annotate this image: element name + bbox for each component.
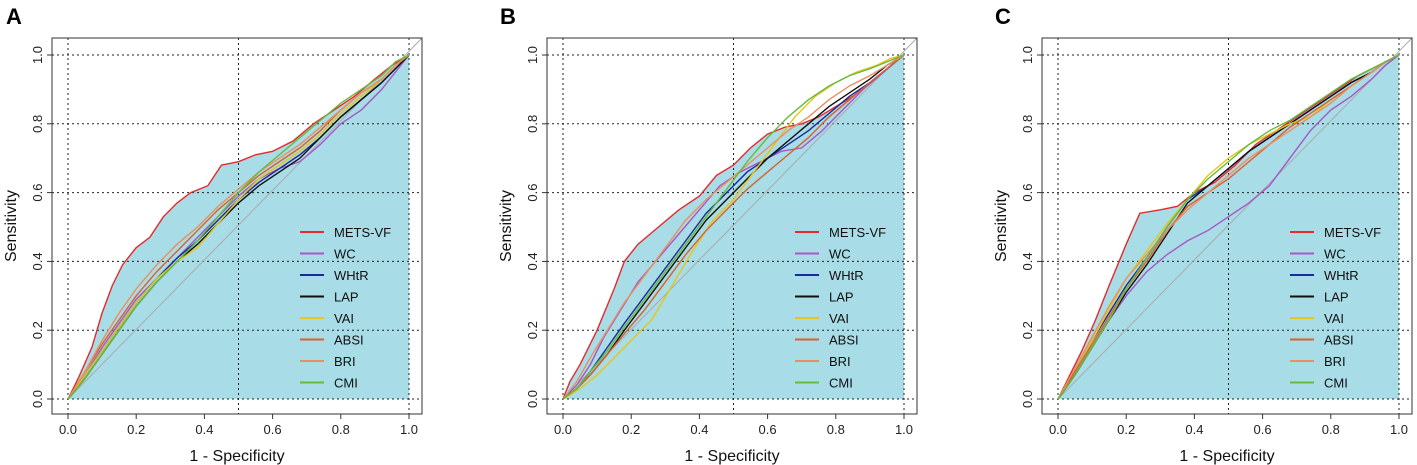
series-line-bri: [67, 54, 410, 400]
plot-frame: [51, 37, 423, 415]
legend-label-bri: BRI: [334, 354, 356, 369]
legend-label-bri: BRI: [829, 354, 851, 369]
x-axis-label: 1 - Specificity: [189, 448, 284, 465]
y-tick-label: 0.6: [1020, 184, 1035, 202]
y-tick-label: 0.2: [525, 321, 540, 339]
panel-label: C: [995, 4, 1011, 29]
roc-fill-area: [563, 55, 904, 399]
x-tick-label: 0.4: [195, 422, 213, 437]
y-tick-label: 0.6: [525, 184, 540, 202]
series-line-vai: [562, 54, 905, 400]
x-tick-label: 0.4: [690, 422, 708, 437]
roc-panel-b: B 0.0 0.2 0.4 0.6 0.8 1.0 0.0 0.2 0.4 0.6 0.8 1.0 1 -…: [498, 4, 918, 465]
y-axis-label: Sensitivity: [498, 190, 515, 262]
legend-label-vai: VAI: [334, 311, 354, 326]
x-tick-label: 0.6: [1254, 422, 1272, 437]
legend-label-whtr: WHtR: [1324, 268, 1359, 283]
plot-frame: [546, 37, 918, 415]
y-tick-label: 0.4: [525, 252, 540, 270]
series-line-wc: [67, 54, 410, 400]
y-tick-label: 0.8: [525, 115, 540, 133]
x-tick-label: 0.0: [554, 422, 572, 437]
y-tick-label: 0.0: [30, 390, 45, 408]
x-tick-label: 0.2: [622, 422, 640, 437]
y-tick-label: 0.8: [30, 115, 45, 133]
x-axis-label: 1 - Specificity: [1179, 448, 1274, 465]
legend-label-vai: VAI: [1324, 311, 1344, 326]
plot-frame: [1041, 37, 1413, 415]
x-tick-label: 0.8: [1322, 422, 1340, 437]
series-line-whtr: [562, 54, 905, 400]
x-tick-label: 0.6: [759, 422, 777, 437]
x-tick-label: 0.4: [1185, 422, 1203, 437]
legend-label-mets-vf: METS-VF: [334, 225, 391, 240]
y-axis-label: Sensitivity: [993, 190, 1010, 262]
x-tick-label: 0.0: [1049, 422, 1067, 437]
y-tick-label: 1.0: [1020, 46, 1035, 64]
y-tick-label: 0.4: [30, 252, 45, 270]
x-tick-label: 0.2: [1117, 422, 1135, 437]
y-tick-label: 0.8: [1020, 115, 1035, 133]
y-tick-label: 0.4: [1020, 252, 1035, 270]
legend-label-vai: VAI: [829, 311, 849, 326]
y-tick-label: 0.0: [1020, 390, 1035, 408]
series-line-cmi: [562, 54, 905, 400]
y-tick-label: 1.0: [30, 46, 45, 64]
legend-label-lap: LAP: [334, 290, 359, 305]
legend-label-wc: WC: [829, 247, 851, 262]
x-tick-label: 1.0: [400, 422, 418, 437]
legend-label-wc: WC: [334, 247, 356, 262]
x-tick-label: 1.0: [895, 422, 913, 437]
diagonal-reference-line: [1057, 37, 1413, 400]
panel-label: A: [6, 4, 22, 29]
series-line-cmi: [1057, 54, 1400, 400]
series-line-absi: [562, 54, 905, 400]
y-tick-label: 0.2: [30, 321, 45, 339]
legend-label-cmi: CMI: [829, 376, 853, 391]
x-tick-label: 1.0: [1390, 422, 1408, 437]
series-line-bri: [1057, 54, 1400, 400]
series-line-bri: [562, 54, 905, 400]
legend-label-mets-vf: METS-VF: [1324, 225, 1381, 240]
diagonal-reference-line: [562, 37, 918, 400]
panel-label: B: [500, 4, 516, 29]
roc-panel-a: A 0.0 0.2 0.4 0.6 0.8 1.0 0.0 0.2 0.4 0.6 0.8 1.0 1 -…: [3, 4, 423, 465]
y-tick-label: 0.0: [525, 390, 540, 408]
y-tick-label: 0.2: [1020, 321, 1035, 339]
x-tick-label: 0.8: [332, 422, 350, 437]
series-line-mets-vf: [67, 54, 410, 400]
legend-label-cmi: CMI: [1324, 376, 1348, 391]
x-axis-label: 1 - Specificity: [684, 448, 779, 465]
x-tick-label: 0.8: [827, 422, 845, 437]
roc-fill-area: [1058, 55, 1399, 399]
y-tick-label: 1.0: [525, 46, 540, 64]
legend-label-wc: WC: [1324, 247, 1346, 262]
legend-label-whtr: WHtR: [829, 268, 864, 283]
legend-label-mets-vf: METS-VF: [829, 225, 886, 240]
y-axis-label: Sensitivity: [3, 190, 20, 262]
legend-label-whtr: WHtR: [334, 268, 369, 283]
legend-label-absi: ABSI: [829, 333, 859, 348]
legend-label-absi: ABSI: [334, 333, 364, 348]
legend-label-lap: LAP: [1324, 290, 1349, 305]
x-tick-label: 0.0: [59, 422, 77, 437]
legend-label-lap: LAP: [829, 290, 854, 305]
legend-label-absi: ABSI: [1324, 333, 1354, 348]
y-tick-label: 0.6: [30, 184, 45, 202]
x-tick-label: 0.6: [264, 422, 282, 437]
x-tick-label: 0.2: [127, 422, 145, 437]
series-line-cmi: [67, 54, 410, 400]
legend-label-bri: BRI: [1324, 354, 1346, 369]
series-line-vai: [67, 54, 410, 400]
roc-panel-c: C 0.0 0.2 0.4 0.6 0.8 1.0 0.0 0.2 0.4 0.6 0.8 1.0 1 -…: [993, 4, 1413, 465]
series-line-wc: [562, 54, 905, 400]
legend-label-cmi: CMI: [334, 376, 358, 391]
